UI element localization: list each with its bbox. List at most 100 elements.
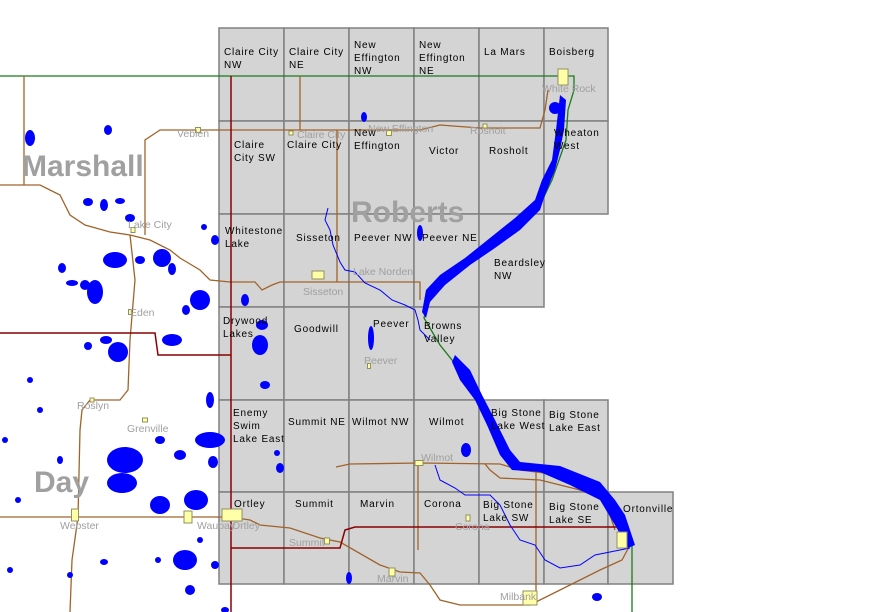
lake <box>549 102 561 114</box>
lake <box>25 130 35 146</box>
town-label: Milbank <box>500 591 537 603</box>
river <box>324 207 631 569</box>
quadrangle-label: Enemy Swim Lake East <box>233 408 285 445</box>
quadrangle-cell[interactable] <box>413 120 480 215</box>
quadrangle-cell[interactable] <box>283 213 350 308</box>
city-area <box>71 508 79 522</box>
quadrangle-cell[interactable] <box>218 306 285 401</box>
city-area <box>311 270 325 280</box>
town-label: Marvin <box>377 573 409 585</box>
quadrangle-label: Wilmot <box>429 417 464 428</box>
quadrangle-label: New Effington <box>354 128 401 152</box>
lake <box>368 326 374 350</box>
quadrangle-cell[interactable] <box>218 491 285 585</box>
quadrangle-cell[interactable] <box>283 120 350 215</box>
quadrangle-label: Boisberg <box>549 47 595 58</box>
town-label: Claire City <box>297 129 346 141</box>
city-area <box>128 309 132 315</box>
quadrangle-cell[interactable] <box>218 399 285 493</box>
quadrangle-label: Wheaton West <box>554 128 600 152</box>
lake <box>168 263 176 275</box>
city-area <box>195 127 201 133</box>
big-stone-lake <box>452 355 635 548</box>
town-label: Eden <box>130 307 155 319</box>
quadrangle-label: Victor <box>429 146 459 157</box>
lake <box>256 320 268 330</box>
quadrangle-cell[interactable] <box>348 399 415 493</box>
town-label: Sisseton <box>303 286 343 298</box>
city-area <box>414 460 424 466</box>
quadrangle-cell[interactable] <box>283 306 350 401</box>
county-line <box>0 76 421 300</box>
lake <box>252 335 268 355</box>
quadrangle-label: Claire City SW <box>234 140 276 164</box>
quadrangle-label: Big Stone Lake SW <box>483 500 534 524</box>
town-label: New Effington <box>368 123 433 135</box>
quadrangle-cell[interactable] <box>413 491 480 585</box>
city-area <box>522 590 538 606</box>
quadrangle-cell[interactable] <box>478 213 545 308</box>
lake <box>197 537 203 543</box>
quadrangle-cell[interactable] <box>218 120 285 215</box>
lake <box>83 198 93 206</box>
quadrangle-cell[interactable] <box>413 213 480 308</box>
lake <box>125 214 135 222</box>
quadrangle-label: Big Stone Lake SE <box>549 502 600 526</box>
town-label: Grenville <box>127 423 169 435</box>
quadrangle-cell[interactable] <box>348 27 415 122</box>
lake <box>37 407 43 413</box>
city-area <box>482 123 488 129</box>
city-area <box>288 130 294 136</box>
town-label: Lake Norden <box>353 266 413 278</box>
lake <box>361 112 367 122</box>
lake <box>211 235 219 245</box>
quadrangle-cell[interactable] <box>283 27 350 122</box>
town-label: Rosholt <box>470 125 506 137</box>
lake <box>84 342 92 350</box>
lake <box>274 450 280 456</box>
lake <box>2 437 8 443</box>
quadrangle-cell[interactable] <box>478 27 545 122</box>
lake <box>174 450 186 460</box>
lake <box>150 496 170 514</box>
quadrangle-label: New Effington NE <box>419 40 466 77</box>
city-area <box>142 417 148 423</box>
town-label: Ortley <box>232 520 261 532</box>
quadrangle-label: Sisseton <box>296 233 341 244</box>
lake <box>100 199 108 211</box>
lake <box>7 567 13 573</box>
quadrangle-label: Ortley <box>234 499 265 510</box>
lake <box>107 447 143 473</box>
quadrangle-label: Claire City NE <box>289 47 344 71</box>
city-area <box>616 531 628 549</box>
town-label: Lake City <box>128 219 173 231</box>
lake <box>346 572 352 584</box>
quadrangle-label: Peever <box>373 319 410 330</box>
quadrangle-label: Whitestone Lake <box>225 226 283 250</box>
lake <box>67 572 73 578</box>
city-area <box>130 227 136 233</box>
quadrangle-label: Drywood Lakes <box>223 316 268 340</box>
quadrangle-labels: Claire City NW Claire City NE New Effington NW… <box>223 40 672 526</box>
lake <box>108 342 128 362</box>
lake <box>155 436 165 444</box>
lake <box>184 490 208 510</box>
city-area <box>557 68 569 86</box>
lake <box>104 125 112 135</box>
town-label: Roslyn <box>77 400 109 412</box>
lake <box>208 456 218 468</box>
lake <box>417 225 423 241</box>
lake <box>107 473 137 493</box>
lake <box>195 432 225 448</box>
quadrangle-cell[interactable] <box>348 306 415 401</box>
lake <box>185 585 195 595</box>
quadrangle-label: New Effington NW <box>354 40 401 77</box>
town-label: Webster <box>60 520 99 532</box>
quadrangle-cell[interactable] <box>218 27 285 122</box>
quadrangle-cell[interactable] <box>283 399 350 493</box>
quadrangle-cell[interactable] <box>283 491 350 585</box>
lake <box>211 561 219 569</box>
lake <box>115 198 125 204</box>
